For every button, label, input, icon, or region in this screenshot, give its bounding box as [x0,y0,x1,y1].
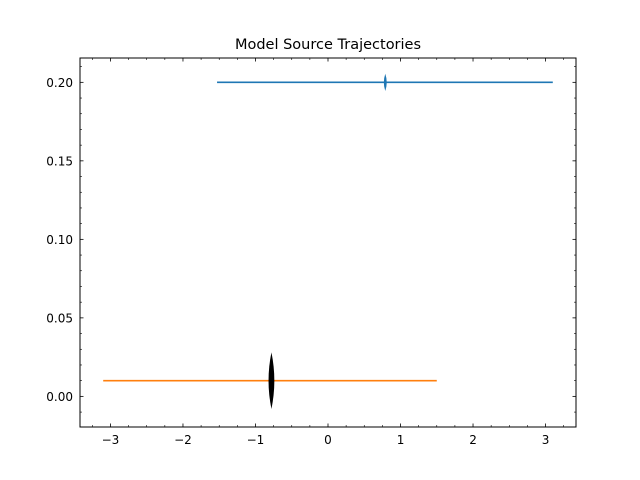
x-tick-label: −1 [247,433,265,447]
marker-1 [268,352,275,409]
y-tick-label: 0.15 [46,154,73,168]
x-tick-label: −2 [174,433,192,447]
plot-marks [103,73,553,409]
x-tick-label: 3 [542,433,550,447]
marker-0 [383,73,387,91]
axes-frame [79,57,577,428]
x-tick-label: 1 [397,433,405,447]
axis-ticks: −3 −2 −1 0 1 2 3 0.00 0.05 0.10 0.15 0.20 [46,58,576,447]
x-tick-label: 0 [324,433,332,447]
chart-title: Model Source Trajectories [235,37,421,53]
y-tick-label: 0.00 [46,390,73,404]
x-tick-label: 2 [469,433,477,447]
y-tick-label: 0.05 [46,311,73,325]
y-tick-label: 0.10 [46,233,73,247]
x-tick-label: −3 [102,433,120,447]
y-tick-label: 0.20 [46,76,73,90]
